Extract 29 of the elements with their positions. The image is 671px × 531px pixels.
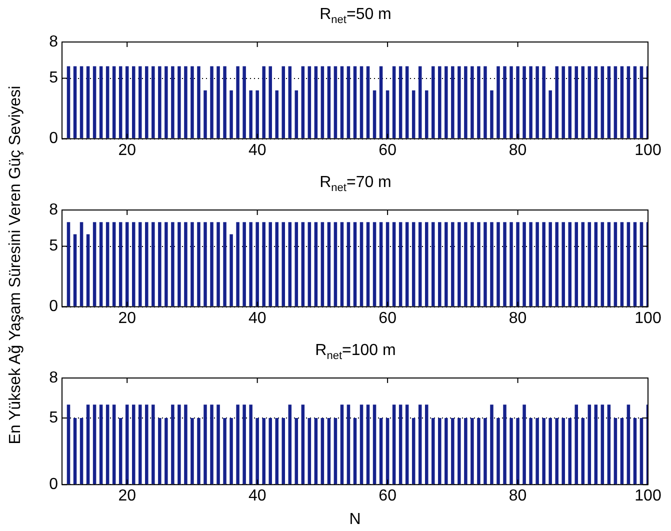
y-tick-label: 0 bbox=[49, 130, 58, 148]
x-tick-label: 20 bbox=[118, 142, 136, 159]
x-tick-label: 100 bbox=[634, 310, 662, 327]
y-axis-title: En Yüksek Ağ Yaşam Süresini Veren Güç Seviyesi bbox=[7, 86, 25, 444]
chart-title: R$_{net}$=50 m bbox=[318, 5, 392, 28]
chart-title: R$_{net}$=70 m bbox=[320, 174, 392, 194]
y-tick-label: 5 bbox=[49, 70, 58, 87]
x-tick-label: 40 bbox=[248, 310, 266, 327]
y-tick-label: 8 bbox=[49, 201, 58, 218]
x-tick-label: 80 bbox=[508, 488, 527, 505]
x-tick-label: 100 bbox=[634, 488, 662, 505]
x-tick-label: 80 bbox=[508, 142, 527, 159]
y-tick-label: 5 bbox=[49, 238, 58, 255]
x-tick-label: 60 bbox=[378, 488, 397, 505]
y-tick-label: 8 bbox=[49, 33, 58, 50]
x-tick-label: 20 bbox=[118, 488, 136, 505]
y-tick-label: 5 bbox=[49, 409, 58, 426]
x-tick-label: 60 bbox=[378, 142, 397, 159]
x-tick-label: 60 bbox=[378, 310, 397, 327]
x-tick-label: 20 bbox=[118, 310, 136, 327]
x-tick-label: 100 bbox=[634, 142, 662, 159]
x-tick-label: 40 bbox=[248, 488, 266, 505]
y-tick-label: 0 bbox=[49, 476, 58, 494]
y-tick-label: 8 bbox=[49, 369, 58, 386]
chart-title: R$_{net}$=100 m bbox=[315, 342, 396, 362]
x-tick-label: 80 bbox=[508, 310, 527, 327]
x-tick-label: 40 bbox=[248, 142, 266, 159]
x-axis-title: N bbox=[349, 510, 361, 528]
y-tick-label: 0 bbox=[49, 298, 58, 316]
